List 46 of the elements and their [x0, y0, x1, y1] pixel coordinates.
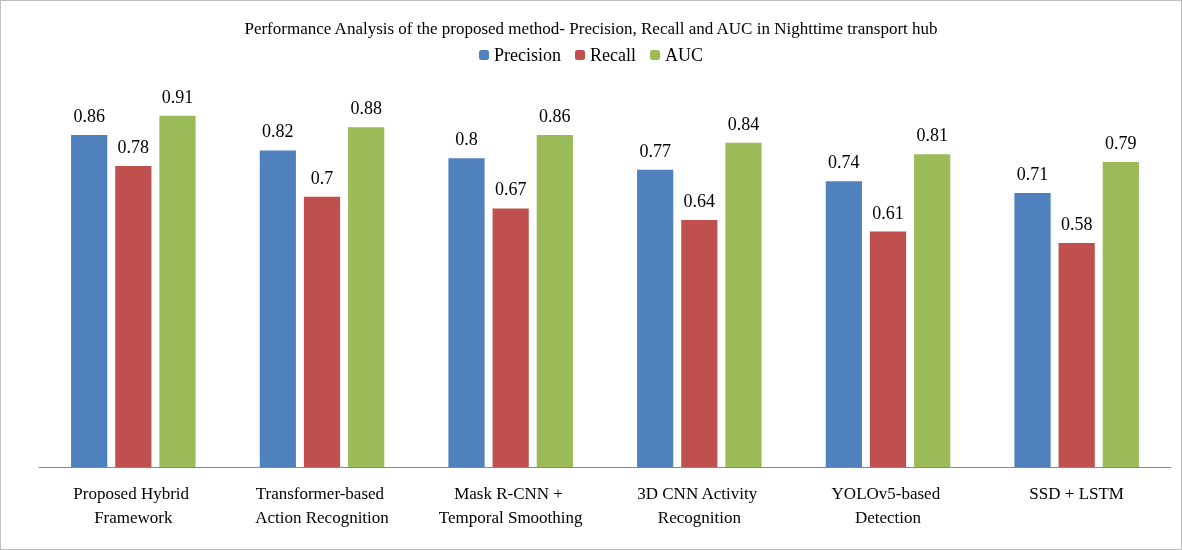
bar	[115, 165, 152, 467]
data-label: 0.71	[1016, 163, 1049, 184]
bar	[637, 169, 674, 467]
bar	[1058, 243, 1095, 467]
data-label: 0.58	[1060, 214, 1093, 235]
data-label: 0.64	[683, 190, 716, 211]
data-label: 0.84	[727, 113, 760, 134]
x-tick-label: SSD + LSTM	[1029, 483, 1124, 503]
data-label: 0.82	[262, 121, 294, 142]
data-label: 0.81	[916, 125, 948, 146]
x-tick-label: Proposed Hybrid Framework	[73, 483, 194, 527]
data-label: 0.88	[350, 98, 382, 119]
data-label: 0.78	[117, 136, 150, 157]
bar	[303, 196, 341, 467]
bar	[681, 219, 718, 467]
bar	[1014, 192, 1051, 467]
data-label: 0.91	[161, 86, 194, 107]
bar	[725, 142, 762, 467]
x-tick-label: YOLOv5-based Detection	[831, 483, 945, 527]
x-tick-label: Mask R-CNN + Temporal Smoothing	[438, 483, 584, 527]
legend-label: Recall	[590, 45, 636, 65]
bar	[825, 181, 862, 467]
bar	[869, 231, 907, 467]
legend-label: AUC	[664, 45, 703, 65]
chart-title: Performance Analysis of the proposed method- Precision, Recall and AUC in Nighttime transport hub	[244, 19, 938, 38]
bar	[1102, 162, 1139, 467]
x-tick-label: 3D CNN Activity Recognition	[637, 483, 762, 527]
bar	[448, 158, 485, 467]
data-label: 0.86	[539, 106, 571, 127]
data-label: 0.79	[1105, 133, 1137, 154]
bar	[914, 154, 951, 467]
bar	[259, 150, 296, 467]
data-label: 0.7	[310, 167, 334, 188]
data-label: 0.77	[639, 140, 671, 161]
data-label: 0.67	[494, 179, 527, 200]
bar	[71, 135, 108, 467]
data-label: 0.8	[455, 129, 478, 150]
data-label: 0.74	[828, 152, 860, 173]
bar	[492, 208, 529, 467]
data-label: 0.61	[872, 202, 904, 223]
bar	[159, 115, 196, 467]
x-tick-label: Transformer-based Action Recognition	[255, 483, 390, 527]
bar	[348, 127, 385, 467]
legend-label: Precision	[494, 45, 562, 65]
bar	[536, 135, 573, 467]
data-label: 0.86	[73, 106, 105, 127]
